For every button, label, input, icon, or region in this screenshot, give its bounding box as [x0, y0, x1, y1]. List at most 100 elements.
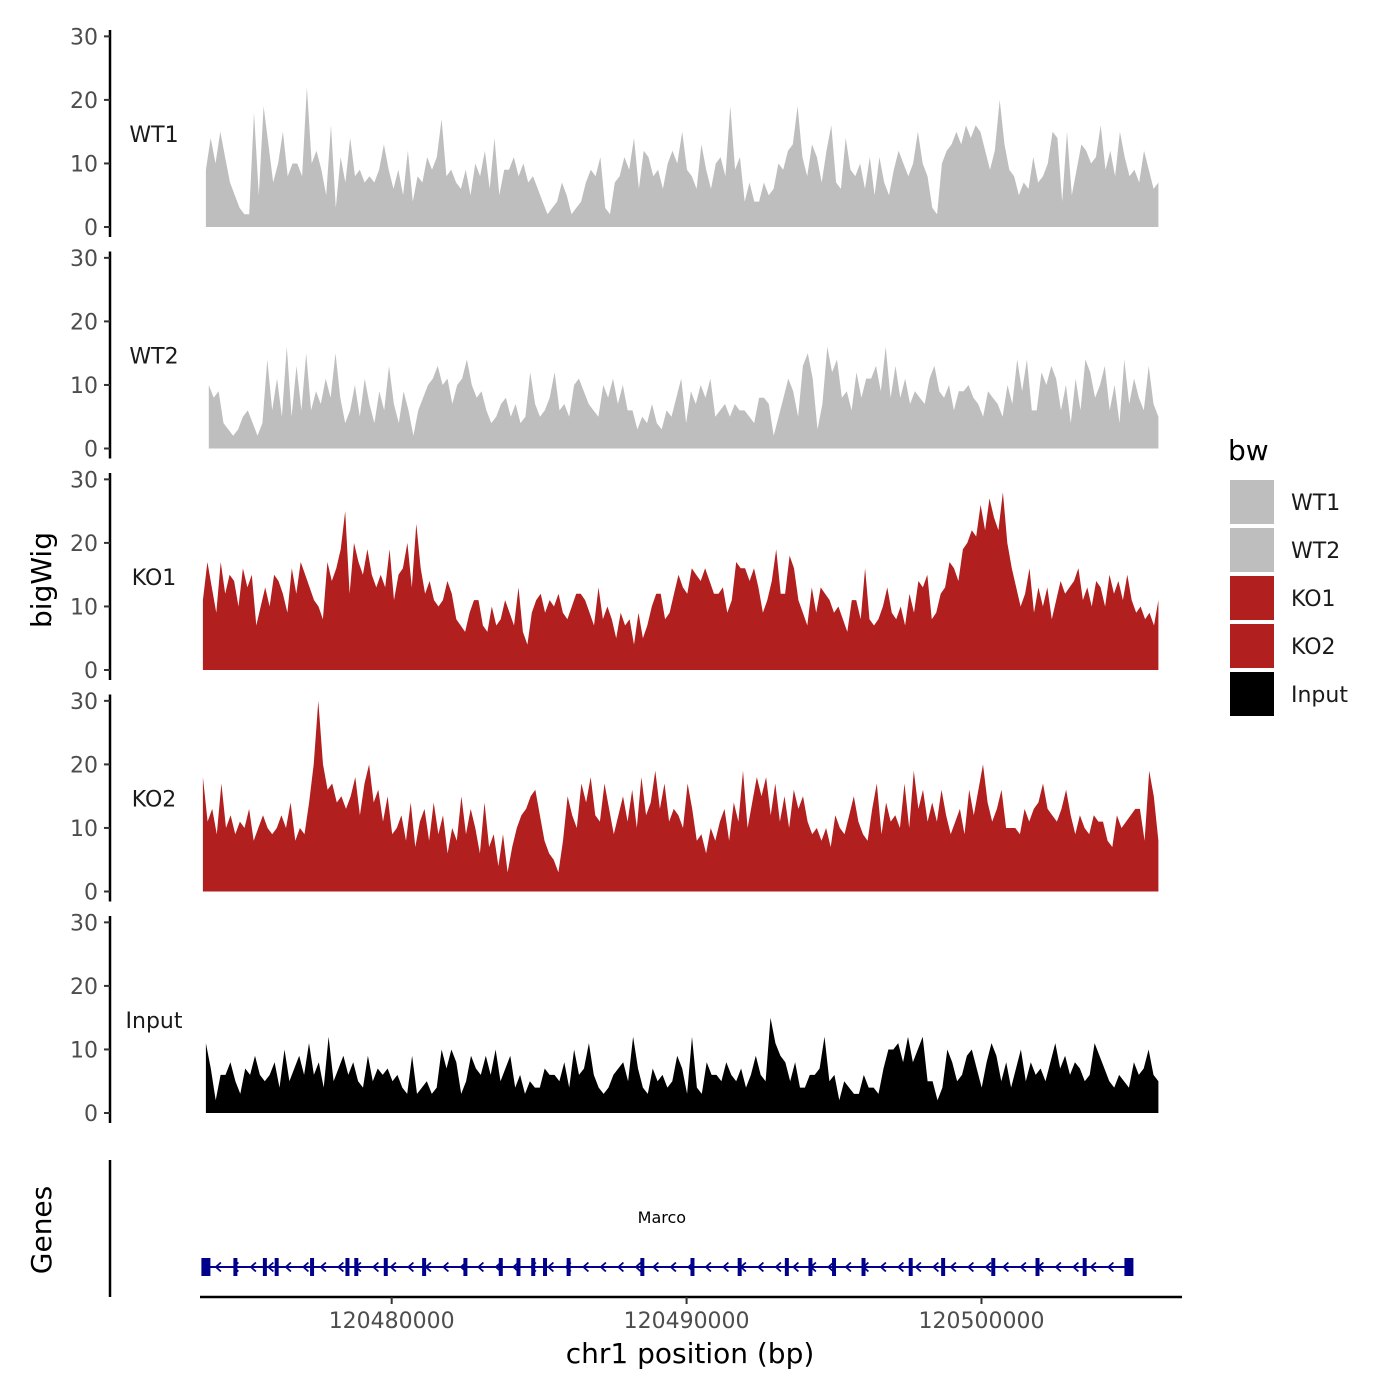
strand-arrow [1054, 1261, 1062, 1273]
strand-arrow [337, 1261, 345, 1273]
track-label-wt2: WT2 [129, 345, 178, 370]
y-tick-label: 10 [70, 152, 98, 177]
y-tick-label: 10 [70, 595, 98, 620]
strand-arrow [407, 1261, 415, 1273]
y-tick-label: 0 [84, 881, 98, 906]
y-tick-label: 20 [70, 753, 98, 778]
gene-exon [531, 1258, 536, 1276]
strand-arrow [249, 1261, 257, 1273]
gene-exon [991, 1258, 996, 1276]
y-tick-label: 0 [84, 1102, 98, 1127]
track-label-ko2: KO2 [132, 788, 177, 813]
legend-label-ko2: KO2 [1291, 635, 1336, 660]
gene-exon [345, 1258, 350, 1276]
track-label-input: Input [126, 1009, 183, 1034]
track-label-wt1: WT1 [129, 123, 178, 148]
gene-exon [383, 1258, 388, 1276]
strand-arrow [792, 1261, 800, 1273]
x-axis-title: chr1 position (bp) [566, 1337, 815, 1370]
gene-exon [941, 1258, 946, 1276]
legend: bw WT1 WT2 KO1 KO2 Input [1228, 434, 1348, 716]
y-tick-label: 20 [70, 310, 98, 335]
y-tick-label: 0 [84, 438, 98, 463]
y-tick-label: 10 [70, 817, 98, 842]
legend-label-wt2: WT2 [1291, 539, 1340, 564]
signal-area-ko1 [202, 492, 1159, 670]
strand-arrow [669, 1261, 677, 1273]
gene-exon [908, 1258, 913, 1276]
legend-label-input: Input [1291, 683, 1348, 708]
gene-name-label: Marco [638, 1208, 686, 1227]
strand-arrow [389, 1261, 397, 1273]
track-wt2: 0 10 20 30 WT2 [70, 247, 1159, 463]
genes-axis-title: Genes [25, 1186, 58, 1274]
strand-arrow [582, 1261, 590, 1273]
gene-exon [516, 1258, 521, 1276]
legend-swatch-wt1 [1230, 480, 1274, 524]
gene-exon [640, 1258, 645, 1276]
signal-area-input [205, 1017, 1159, 1113]
gene-exon [1124, 1258, 1134, 1276]
strand-arrow [214, 1261, 222, 1273]
strand-arrow [547, 1261, 555, 1273]
signal-area-wt2 [208, 346, 1159, 449]
gene-exon [274, 1258, 279, 1276]
gene-exon [463, 1258, 468, 1276]
strand-arrow [774, 1261, 782, 1273]
strand-arrow [319, 1261, 327, 1273]
legend-swatch-ko2 [1230, 624, 1274, 668]
y-tick-label: 0 [84, 659, 98, 684]
track-ko1: 0 10 20 30 KO1 [70, 468, 1159, 684]
x-axis: 120480000 120490000 120500000 [200, 1295, 1182, 1334]
strand-arrow [932, 1261, 940, 1273]
gene-exon [566, 1258, 571, 1276]
legend-swatch-ko1 [1230, 576, 1274, 620]
track-ko2: 0 10 20 30 KO2 [70, 690, 1159, 906]
legend-label-ko1: KO1 [1291, 587, 1336, 612]
strand-arrow [704, 1261, 712, 1273]
y-tick-label: 20 [70, 532, 98, 557]
y-tick-label: 20 [70, 89, 98, 114]
signal-tracks: 0 10 20 30 WT1 0 10 20 30 WT2 0 10 20 30 KO1 0 10 20 30 KO2… [70, 25, 1159, 1127]
strand-arrow [372, 1261, 380, 1273]
gene-exon [498, 1258, 503, 1276]
gene-exon [1035, 1258, 1040, 1276]
strand-arrow [652, 1261, 660, 1273]
x-tick-label: 120480000 [329, 1309, 455, 1334]
y-tick-label: 30 [70, 468, 98, 493]
gene-exon [543, 1258, 548, 1276]
gene-exon [784, 1258, 789, 1276]
x-tick-label: 120490000 [624, 1309, 750, 1334]
gene-exon [737, 1258, 742, 1276]
y-tick-label: 30 [70, 25, 98, 50]
gene-exon [1082, 1258, 1087, 1276]
strand-arrow [617, 1261, 625, 1273]
strand-arrow [827, 1261, 835, 1273]
legend-swatch-input [1230, 672, 1274, 716]
strand-arrow [949, 1261, 957, 1273]
strand-arrow [442, 1261, 450, 1273]
gene-exon [233, 1258, 238, 1276]
track-input: 0 10 20 30 Input [70, 911, 1159, 1127]
strand-arrow [1019, 1261, 1027, 1273]
y-tick-label: 30 [70, 247, 98, 272]
gene-exon [201, 1258, 211, 1276]
strand-arrow [1072, 1261, 1080, 1273]
gene-exon [422, 1258, 427, 1276]
strand-arrow [1089, 1261, 1097, 1273]
strand-arrow [722, 1261, 730, 1273]
track-label-ko1: KO1 [132, 566, 177, 591]
strand-arrow [879, 1261, 887, 1273]
gene-track-panel: Marco [108, 1160, 1134, 1297]
gene-exon [310, 1258, 315, 1276]
y-tick-label: 10 [70, 374, 98, 399]
gene-exon [262, 1258, 267, 1276]
strand-arrow [914, 1261, 922, 1273]
y-tick-label: 30 [70, 911, 98, 936]
y-tick-label: 0 [84, 216, 98, 241]
y-axis-title: bigWig [25, 532, 58, 628]
gene-exon [690, 1258, 695, 1276]
legend-swatch-wt2 [1230, 528, 1274, 572]
strand-arrow [967, 1261, 975, 1273]
y-tick-label: 10 [70, 1038, 98, 1063]
